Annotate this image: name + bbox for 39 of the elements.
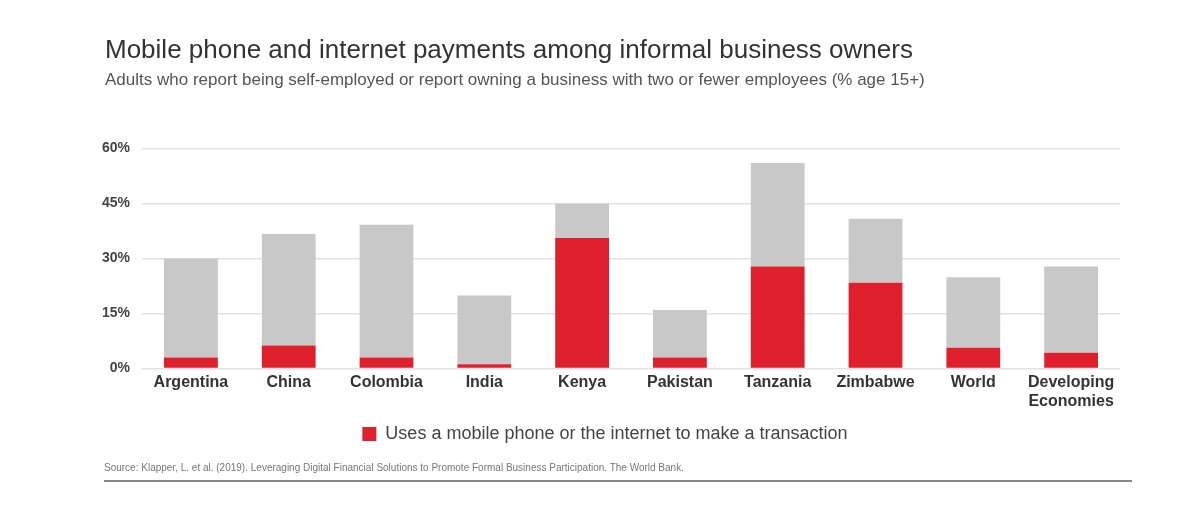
- bar: [946, 347, 1001, 368]
- bar: [457, 364, 512, 368]
- y-tick-label: 0%: [109, 359, 131, 376]
- bar: [750, 266, 805, 368]
- bar: [261, 233, 316, 346]
- bar: [164, 258, 218, 358]
- bar: [653, 309, 707, 358]
- bar: [1044, 266, 1098, 353]
- bar: [457, 295, 512, 365]
- y-tick-label: 60%: [101, 139, 131, 156]
- bar: [261, 345, 316, 368]
- x-tick-label: Developing Economies: [1027, 372, 1115, 409]
- bar: [848, 218, 903, 283]
- y-tick-label: 30%: [101, 249, 131, 266]
- bar: [750, 163, 805, 267]
- x-tick-label: Pakistan: [647, 372, 713, 390]
- bar: [653, 357, 707, 368]
- bar: [946, 277, 1001, 348]
- bar: [359, 357, 414, 368]
- x-tick-label: Colombia: [350, 372, 424, 390]
- bar: [848, 282, 903, 368]
- x-tick-label: India: [465, 372, 504, 390]
- bar: [359, 224, 414, 358]
- x-tick-label: Kenya: [558, 372, 607, 390]
- bar: [555, 203, 610, 238]
- x-tick-label: World: [950, 372, 996, 390]
- y-tick-label: 45%: [101, 194, 131, 211]
- bar: [1044, 352, 1098, 368]
- y-tick-label: 15%: [101, 304, 131, 321]
- bar: [164, 357, 218, 368]
- x-tick-label: Argentina: [153, 372, 229, 390]
- chart-title: Mobile phone and internet payments among informal business owners: [105, 34, 913, 65]
- bar: [555, 237, 610, 368]
- chart-subtitle: Adults who report being self-employed or report owning a business with two or fewer employees (% age 15+): [105, 69, 926, 91]
- x-tick-label: Zimbabwe: [836, 372, 915, 390]
- source-note: Source: Klapper, L. et al. (2019). Leveraging Digital Financial Solutions to Promote Formal Business Participation. The World Bank.: [104, 462, 1132, 482]
- x-tick-label: China: [266, 372, 312, 390]
- legend-label: Uses a mobile phone or the internet to make a transaction: [385, 422, 848, 443]
- x-tick-label: Tanzania: [744, 372, 812, 390]
